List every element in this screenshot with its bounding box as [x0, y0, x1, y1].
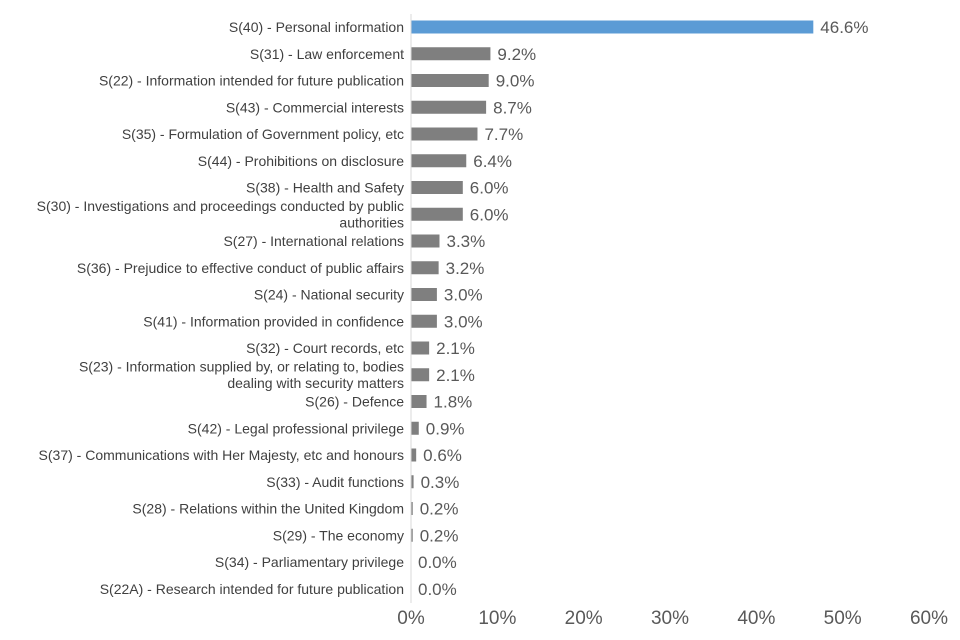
value-label-s-41: 3.0%	[444, 312, 483, 331]
bar-s-23	[411, 368, 430, 382]
category-label-line: authorities	[339, 215, 404, 231]
category-label-s-38: S(38) - Health and Safety	[246, 180, 404, 196]
x-tick-label-60: 60%	[910, 608, 948, 629]
value-label-s-33: 0.3%	[421, 473, 460, 492]
bar-s-32	[411, 341, 430, 355]
category-label-s-33: S(33) - Audit functions	[266, 474, 404, 490]
category-label-line: dealing with security matters	[227, 375, 404, 391]
x-tick-label-10: 10%	[478, 608, 516, 629]
value-label-s-32: 2.1%	[436, 339, 475, 358]
category-label-line: S(30) - Investigations and proceedings c…	[37, 198, 404, 214]
value-label-s-31: 9.2%	[497, 45, 536, 64]
bar-s-37	[411, 448, 417, 462]
bar-s-27	[411, 234, 440, 248]
category-label-line: S(23) - Information supplied by, or rela…	[79, 359, 404, 375]
value-labels-group: 46.6% 9.2% 9.0% 8.7% 7.7% 6.4% 6.0% 6.0% 3.3% 3.2…	[418, 18, 869, 599]
value-label-s-28: 0.2%	[420, 500, 459, 519]
value-label-s-30: 6.0%	[470, 205, 509, 224]
x-tick-label-50: 50%	[824, 608, 862, 629]
bar-s-22	[411, 74, 489, 87]
bar-s-44	[411, 154, 467, 168]
bar-s-30	[411, 207, 463, 221]
x-tick-label-30: 30%	[651, 608, 689, 629]
category-label-s-27: S(27) - International relations	[223, 233, 404, 249]
category-label-s-41: S(41) - Information provided in confiden…	[143, 313, 404, 329]
category-label-s-36: S(36) - Prejudice to effective conduct o…	[77, 260, 404, 276]
x-tick-label-40: 40%	[737, 608, 775, 629]
value-label-s-37: 0.6%	[423, 446, 462, 465]
category-label-s-26: S(26) - Defence	[305, 394, 404, 410]
value-label-s-34: 0.0%	[418, 553, 457, 572]
category-label-s-29: S(29) - The economy	[273, 527, 404, 543]
value-label-s-26: 1.8%	[434, 393, 473, 412]
category-label-s-24: S(24) - National security	[254, 287, 404, 303]
category-label-s-22: S(22) - Information intended for future …	[99, 73, 404, 89]
bar-s-41	[411, 314, 437, 328]
bar-s-29	[411, 528, 413, 542]
value-label-s-40: 46.6%	[820, 18, 868, 37]
bar-s-40	[411, 20, 814, 34]
category-label-s-22a: S(22A) - Research intended for future pu…	[100, 581, 404, 597]
category-labels-group: S(40) - Personal information S(31) - Law …	[37, 19, 405, 597]
category-label-s-43: S(43) - Commercial interests	[226, 99, 404, 115]
bar-s-38	[411, 181, 463, 194]
value-label-s-43: 8.7%	[493, 98, 532, 117]
bar-s-24	[411, 288, 437, 301]
bar-s-26	[411, 395, 427, 408]
category-label-s-40: S(40) - Personal information	[229, 19, 404, 35]
bars-group	[411, 20, 814, 542]
category-label-s-23: S(23) - Information supplied by, or rela…	[79, 359, 404, 392]
category-label-s-34: S(34) - Parliamentary privilege	[215, 554, 404, 570]
value-label-s-24: 3.0%	[444, 286, 483, 305]
bar-s-42	[411, 421, 419, 435]
bar-s-31	[411, 47, 491, 61]
value-label-s-36: 3.2%	[446, 259, 485, 278]
bar-s-43	[411, 100, 487, 114]
bar-s-35	[411, 127, 478, 141]
x-tick-label-20: 20%	[565, 608, 603, 629]
value-label-s-29: 0.2%	[420, 526, 459, 545]
category-label-s-28: S(28) - Relations within the United King…	[132, 501, 404, 517]
value-label-s-42: 0.9%	[426, 419, 465, 438]
bar-s-33	[411, 475, 414, 489]
value-label-s-27: 3.3%	[446, 232, 485, 251]
category-label-s-31: S(31) - Law enforcement	[250, 46, 404, 62]
category-label-s-44: S(44) - Prohibitions on disclosure	[198, 153, 404, 169]
category-label-s-30: S(30) - Investigations and proceedings c…	[37, 198, 404, 231]
category-label-s-32: S(32) - Court records, etc	[246, 340, 404, 356]
value-label-s-38: 6.0%	[470, 179, 509, 198]
x-tick-label-0: 0%	[397, 608, 425, 629]
bar-s-28	[411, 502, 413, 515]
x-axis-tick-labels-group: 0% 10% 20% 30% 40% 50% 60%	[397, 608, 948, 629]
value-label-s-22: 9.0%	[496, 72, 535, 91]
category-label-s-35: S(35) - Formulation of Government policy…	[122, 126, 404, 142]
bar-s-36	[411, 261, 439, 275]
value-label-s-22a: 0.0%	[418, 580, 457, 599]
value-label-s-23: 2.1%	[436, 366, 475, 385]
category-label-s-37: S(37) - Communications with Her Majesty,…	[39, 447, 404, 463]
category-label-s-42: S(42) - Legal professional privilege	[188, 420, 405, 436]
value-label-s-44: 6.4%	[473, 152, 512, 171]
value-label-s-35: 7.7%	[484, 125, 523, 144]
